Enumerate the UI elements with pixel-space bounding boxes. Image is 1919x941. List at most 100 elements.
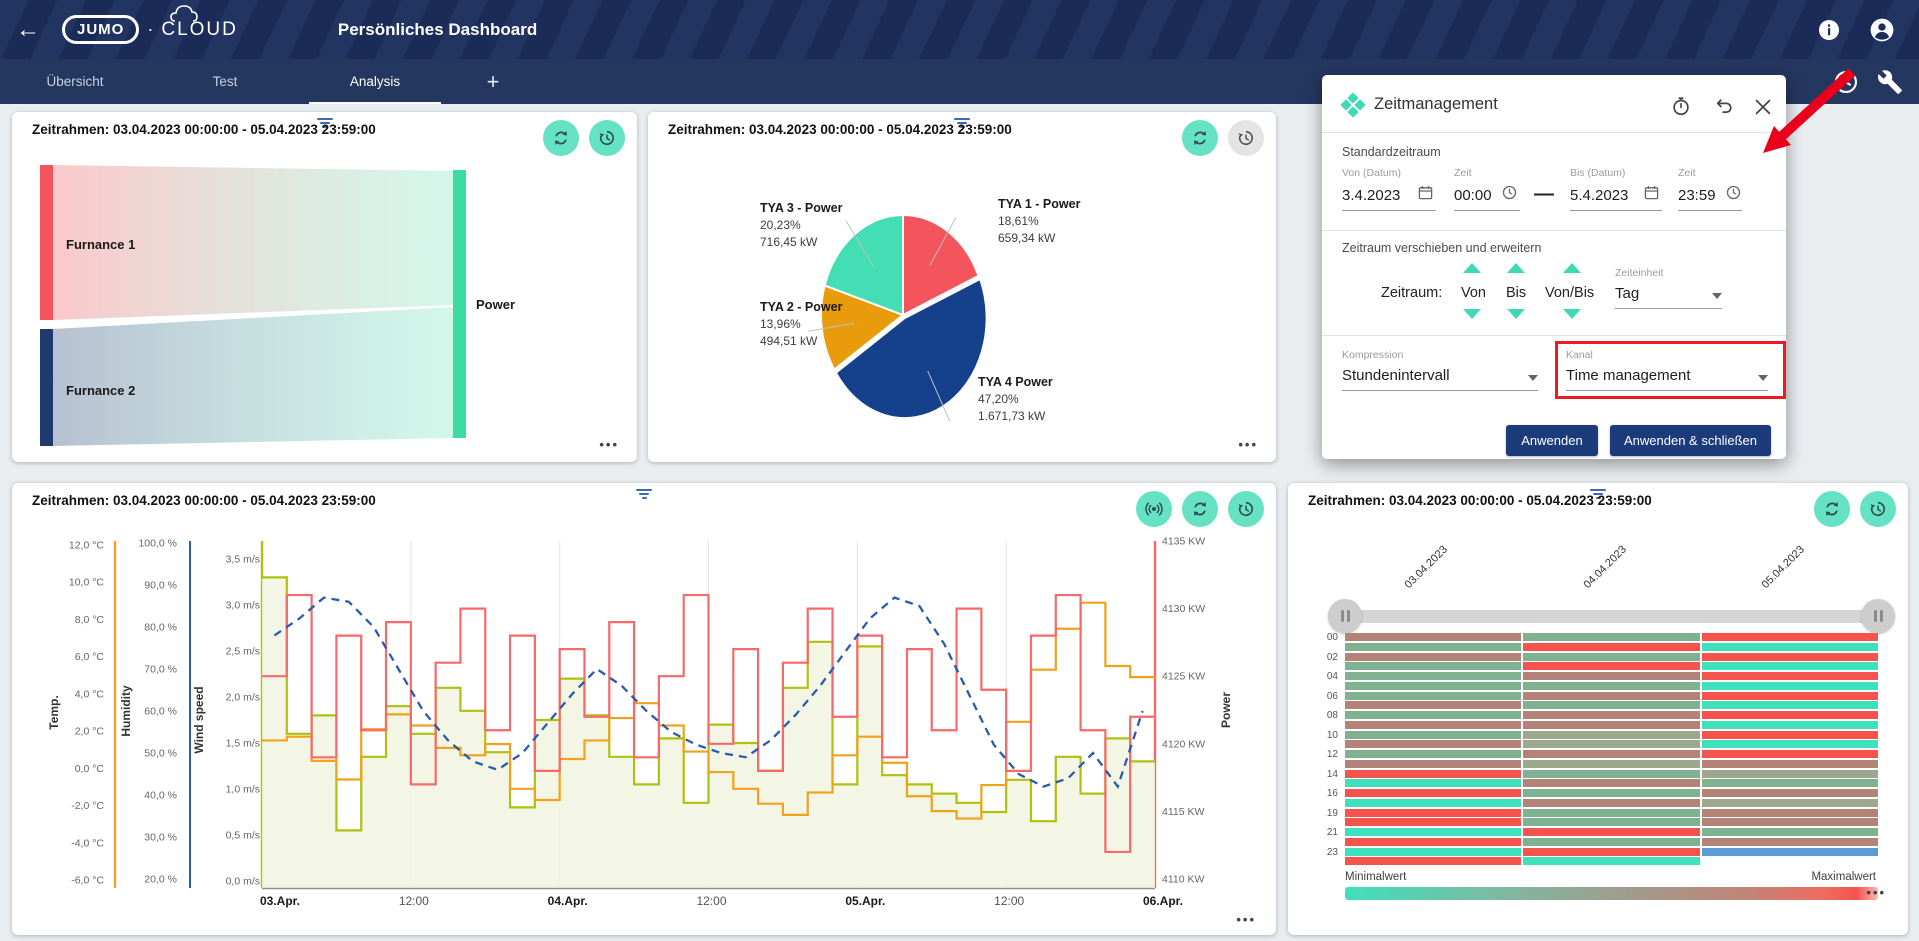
heatmap-cell[interactable] xyxy=(1701,681,1878,690)
shift-vonbis-down-button[interactable] xyxy=(1563,309,1581,319)
heatmap-cell[interactable] xyxy=(1345,652,1522,661)
heatmap-cell[interactable] xyxy=(1523,652,1700,661)
heatmap-cell[interactable] xyxy=(1523,711,1700,720)
heatmap-cell[interactable] xyxy=(1701,789,1878,798)
heatmap-cell[interactable] xyxy=(1345,691,1522,700)
heatmap-cell[interactable] xyxy=(1523,789,1700,798)
filter-icon[interactable] xyxy=(1590,487,1606,501)
heatmap-cell[interactable] xyxy=(1701,642,1878,651)
heatmap-cell[interactable] xyxy=(1523,681,1700,690)
refresh-button[interactable] xyxy=(1182,120,1218,156)
zeiteinheit-select[interactable]: Tag xyxy=(1615,285,1640,302)
slider-handle-right[interactable] xyxy=(1861,599,1895,633)
heatmap-cell[interactable] xyxy=(1523,691,1700,700)
heatmap-cell[interactable] xyxy=(1523,798,1700,807)
refresh-button[interactable] xyxy=(543,120,579,156)
refresh-button[interactable] xyxy=(1182,491,1218,527)
bis-zeit-input[interactable]: 23:59 xyxy=(1678,187,1716,204)
heatmap-cell[interactable] xyxy=(1523,818,1700,827)
chevron-down-icon[interactable] xyxy=(1712,293,1722,299)
heatmap-cell[interactable] xyxy=(1701,701,1878,710)
chevron-down-icon[interactable] xyxy=(1528,375,1538,381)
timer-icon[interactable] xyxy=(1670,95,1692,117)
heatmap-cell[interactable] xyxy=(1523,740,1700,749)
shift-von-down-button[interactable] xyxy=(1463,309,1481,319)
tab-uebersicht[interactable]: Übersicht xyxy=(46,74,104,89)
wrench-settings-icon[interactable] xyxy=(1877,69,1903,95)
time-management-icon[interactable] xyxy=(1833,69,1859,95)
heatmap-cell[interactable] xyxy=(1345,750,1522,759)
add-tab-button[interactable]: + xyxy=(486,68,500,94)
von-datum-input[interactable]: 3.4.2023 xyxy=(1342,187,1401,204)
von-zeit-input[interactable]: 00:00 xyxy=(1454,187,1492,204)
heatmap-cell[interactable] xyxy=(1523,730,1700,739)
heatmap-cell[interactable] xyxy=(1701,808,1878,817)
history-button[interactable] xyxy=(1860,491,1896,527)
calendar-icon[interactable] xyxy=(1644,185,1659,200)
panel-menu-dots[interactable]: ••• xyxy=(599,437,619,452)
heatmap-cell[interactable] xyxy=(1345,672,1522,681)
heatmap-cell[interactable] xyxy=(1701,720,1878,729)
heatmap-cell[interactable] xyxy=(1345,759,1522,768)
heatmap-cell[interactable] xyxy=(1523,808,1700,817)
heatmap-cell[interactable] xyxy=(1345,828,1522,837)
close-icon[interactable] xyxy=(1752,96,1774,118)
heatmap-cell[interactable] xyxy=(1345,701,1522,710)
heatmap-cell[interactable] xyxy=(1523,828,1700,837)
heatmap-cell[interactable] xyxy=(1523,662,1700,671)
filter-icon[interactable] xyxy=(954,116,970,130)
live-update-button[interactable] xyxy=(1136,491,1172,527)
heatmap-cell[interactable] xyxy=(1345,818,1522,827)
heatmap-cell[interactable] xyxy=(1701,740,1878,749)
heatmap-cell[interactable] xyxy=(1345,798,1522,807)
heatmap-cell[interactable] xyxy=(1345,662,1522,671)
heatmap-cell[interactable] xyxy=(1701,847,1878,856)
filter-icon[interactable] xyxy=(316,116,333,130)
heatmap-cell[interactable] xyxy=(1701,837,1878,846)
heatmap-cell[interactable] xyxy=(1523,720,1700,729)
heatmap-cell[interactable] xyxy=(1345,808,1522,817)
bis-datum-input[interactable]: 5.4.2023 xyxy=(1570,187,1629,204)
shift-von-up-button[interactable] xyxy=(1463,263,1481,273)
heatmap-cell[interactable] xyxy=(1701,818,1878,827)
slider-handle-left[interactable] xyxy=(1328,599,1362,633)
panel-menu-dots[interactable]: ••• xyxy=(1866,885,1886,900)
heatmap-cell[interactable] xyxy=(1345,847,1522,856)
heatmap-cell[interactable] xyxy=(1345,720,1522,729)
heatmap-cell[interactable] xyxy=(1345,857,1522,866)
shift-vonbis-up-button[interactable] xyxy=(1563,263,1581,273)
filter-icon[interactable] xyxy=(636,487,652,501)
heatmap-cell[interactable] xyxy=(1523,759,1700,768)
heatmap-cell[interactable] xyxy=(1523,633,1700,642)
clock-icon[interactable] xyxy=(1502,185,1517,200)
clock-icon[interactable] xyxy=(1726,185,1741,200)
heatmap-cell[interactable] xyxy=(1701,828,1878,837)
tab-test[interactable]: Test xyxy=(212,74,238,89)
kompression-select[interactable]: Stundenintervall xyxy=(1342,367,1450,384)
heatmap-cell[interactable] xyxy=(1345,642,1522,651)
heatmap-cell[interactable] xyxy=(1701,730,1878,739)
heatmap-cell[interactable] xyxy=(1345,769,1522,778)
heatmap-cell[interactable] xyxy=(1701,798,1878,807)
heatmap-cell[interactable] xyxy=(1523,857,1700,866)
user-account-icon[interactable] xyxy=(1869,17,1895,43)
history-button[interactable] xyxy=(1228,120,1264,156)
heatmap-cell[interactable] xyxy=(1523,750,1700,759)
shift-bis-down-button[interactable] xyxy=(1507,309,1525,319)
calendar-icon[interactable] xyxy=(1418,185,1433,200)
heatmap-cell[interactable] xyxy=(1523,847,1700,856)
shift-bis-up-button[interactable] xyxy=(1507,263,1525,273)
anwenden-button[interactable]: Anwenden xyxy=(1506,425,1598,456)
heatmap-cell[interactable] xyxy=(1701,662,1878,671)
heatmap-cell[interactable] xyxy=(1701,759,1878,768)
heatmap-cell[interactable] xyxy=(1345,779,1522,788)
heatmap-range-slider[interactable] xyxy=(1345,610,1878,623)
heatmap-cell[interactable] xyxy=(1523,769,1700,778)
heatmap-cell[interactable] xyxy=(1701,633,1878,642)
heatmap-cell[interactable] xyxy=(1701,691,1878,700)
heatmap-cell[interactable] xyxy=(1701,672,1878,681)
panel-menu-dots[interactable]: ••• xyxy=(1238,437,1258,452)
heatmap-cell[interactable] xyxy=(1345,681,1522,690)
heatmap-cell[interactable] xyxy=(1345,633,1522,642)
heatmap-cell[interactable] xyxy=(1523,672,1700,681)
